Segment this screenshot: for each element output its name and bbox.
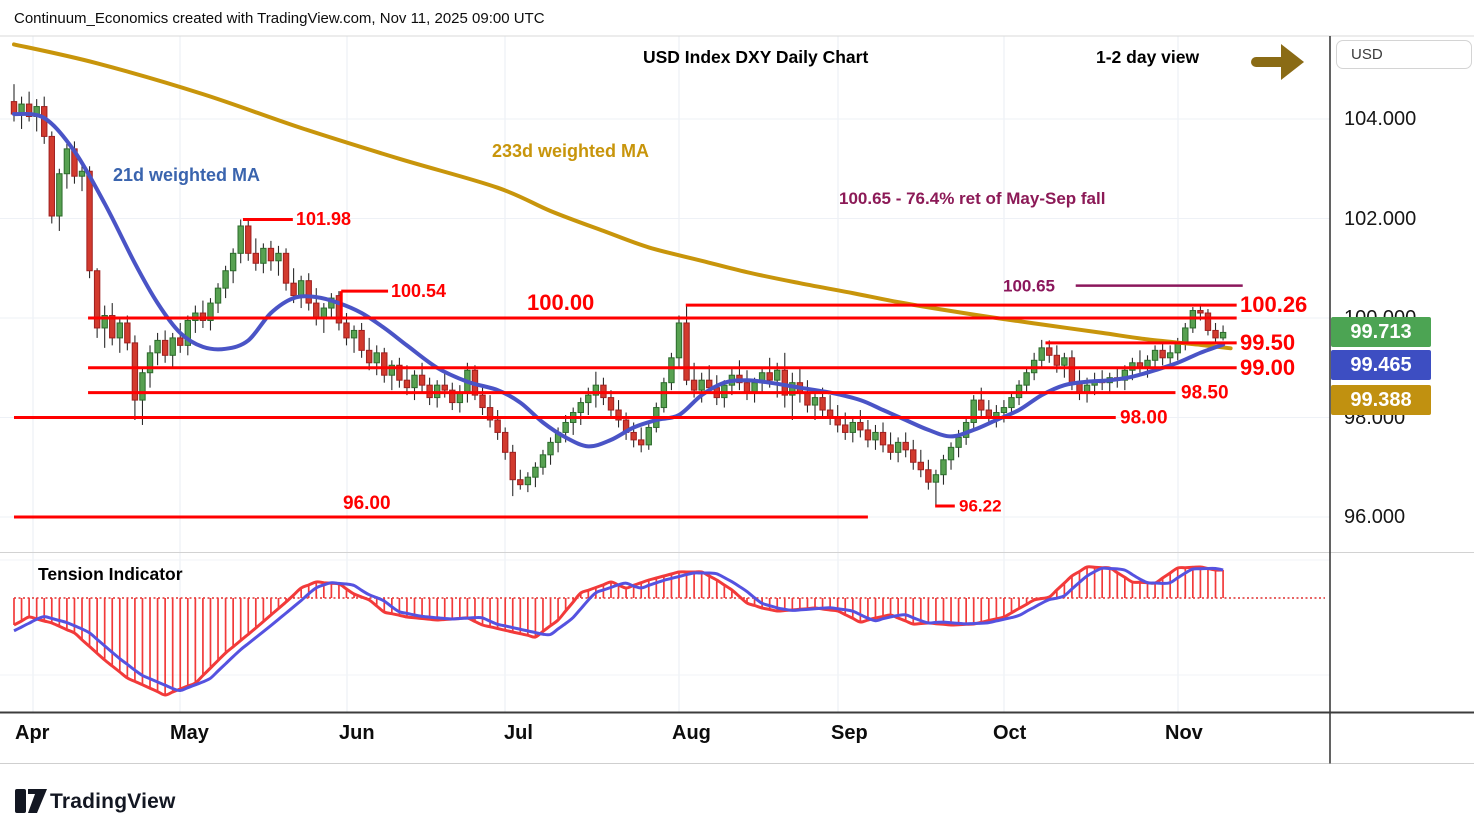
right-arrow-icon	[1251, 44, 1304, 80]
credit-line: Continuum_Economics created with Trading…	[14, 10, 545, 27]
view-horizon-label: 1-2 day view	[1096, 47, 1200, 67]
tension-pane[interactable]	[0, 553, 1330, 713]
tension-indicator-title: Tension Indicator	[38, 564, 183, 584]
tradingview-brand-text[interactable]: TradingView	[50, 790, 176, 813]
tension-slow-line	[13, 566, 1224, 693]
ma233-line	[12, 42, 1233, 351]
main-price-pane[interactable]	[0, 36, 1330, 553]
price-scale[interactable]	[1330, 36, 1474, 764]
symbol-search-box[interactable]: USD	[1336, 40, 1472, 69]
page-title: USD Index DXY Daily Chart	[643, 47, 869, 67]
ma21-line	[12, 111, 1226, 449]
tradingview-logo-icon[interactable]	[15, 789, 47, 817]
candles	[10, 84, 1227, 507]
time-axis[interactable]	[0, 713, 1330, 764]
